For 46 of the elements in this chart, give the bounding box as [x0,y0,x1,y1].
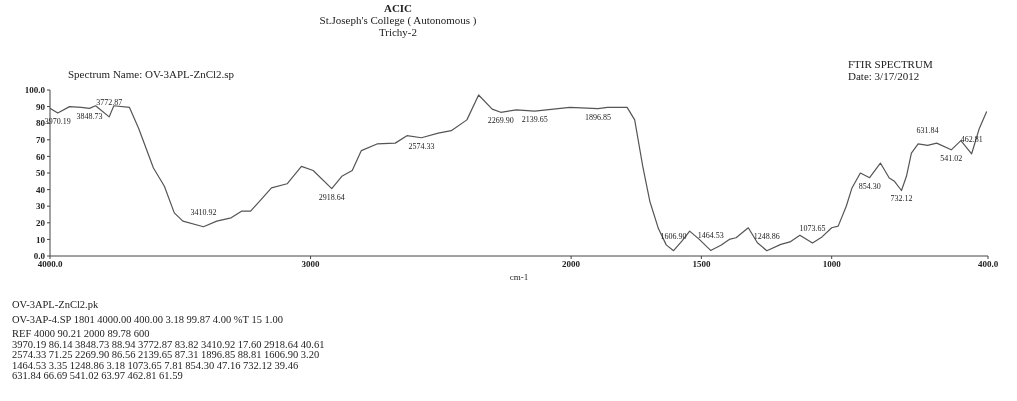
x-tick-label: 3000 [301,259,321,270]
y-tick-label: 0.0 [33,251,46,262]
y-tick-label: 60 [36,151,46,162]
x-tick-label: 400.0 [977,259,999,270]
text: 631.84 66.69 541.02 63.97 462.81 61.59 [12,370,184,382]
annotation: 3848.73 [76,112,103,122]
text: FTIR SPECTRUM [848,58,933,70]
text: OV-3AP-4.SP 1801 4000.00 400.00 3.18 99.87 4.00 %T 15 1.00 [12,313,284,325]
text: REF 4000 90.21 2000 89.78 600 [12,328,151,340]
text: OV-3APL-ZnCl2.pk [12,299,100,311]
text: 3970.19 86.14 3848.73 88.94 3772.87 83.82 3410.92 17.60 2918.64 40.61 [12,338,326,350]
x-axis-title: cm-1 [509,272,529,282]
annotation: 1896.85 [584,112,611,122]
x-tick-label: 1500 [692,259,711,270]
text: Date: 3/17/2012 [848,70,921,82]
y-tick-label: 30 [36,201,46,212]
annotation: 1248.86 [753,231,780,241]
chart-subtitle: St.Joseph's College ( Autonomous ) Trichy-2 [318,14,478,38]
y-tick-label: 90 [36,101,46,112]
annotation: 3410.92 [190,207,217,217]
y-tick-label: 20 [36,218,46,228]
y-tick-label: 40 [36,184,46,195]
text: 1464.53 3.35 1248.86 3.18 1073.65 7.81 854.30 47.16 732.12 39.46 [12,359,300,371]
annotation: 2269.90 [487,116,514,126]
chart-title: ACIC [382,2,414,14]
annotation: 732.12 [890,194,913,204]
annotation: 1464.53 [697,231,724,241]
y-tick-label: 100.0 [24,85,46,96]
y-tick-label: 10 [36,234,46,245]
annotation: 462.81 [960,134,983,144]
annotation: 3772.87 [96,97,123,107]
annotation: 854.30 [858,181,881,191]
text: Spectrum Name: OV-3APL-ZnCl2.sp [68,68,235,80]
x-tick-label: 2000 [562,259,581,270]
annotation: 541.02 [940,153,963,163]
annotation: 2574.33 [408,141,435,151]
annotation: 2139.65 [521,115,548,125]
text: 2574.33 71.25 2269.90 86.56 2139.65 87.31 1896.85 88.81 1606.90 3.20 [12,349,321,361]
y-tick-label: 50 [36,168,46,179]
annotation: 631.84 [916,126,939,136]
x-tick-label: 1000 [822,259,842,270]
annotation: 1073.65 [799,224,826,234]
annotation: 2918.64 [318,192,345,202]
annotation: 3970.19 [44,117,71,127]
x-tick-label: 4000.0 [37,259,63,270]
y-tick-label: 70 [36,135,46,145]
